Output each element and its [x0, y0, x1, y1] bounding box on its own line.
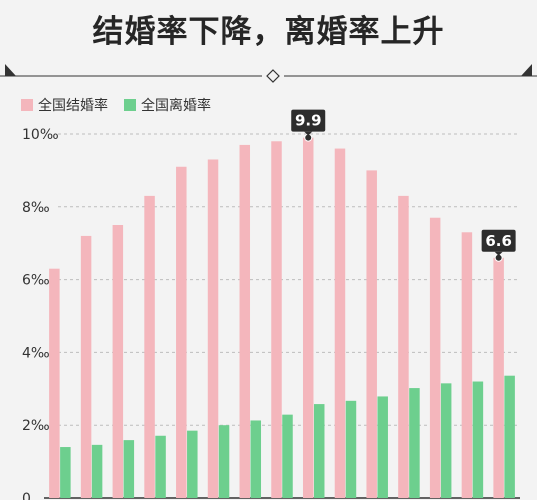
y-tick-label: 8‰	[22, 200, 50, 216]
bar-divorce-rate	[282, 414, 293, 498]
y-tick-label: 4‰	[22, 345, 50, 361]
bar-divorce-rate	[409, 388, 420, 498]
bar-marriage-rate	[366, 170, 377, 498]
bar-divorce-rate	[345, 400, 357, 498]
bar-marriage-rate	[398, 195, 409, 498]
legend-label-divorce: 全国离婚率	[141, 98, 211, 114]
bar-divorce-rate	[440, 383, 452, 498]
legend-item-marriage: 全国结婚率	[21, 95, 108, 115]
bar-marriage-rate	[461, 232, 473, 498]
bar-divorce-rate	[504, 375, 515, 498]
bar-marriage-rate	[49, 268, 60, 498]
y-tick-label: 10‰	[22, 127, 59, 143]
bar-divorce-rate	[377, 396, 388, 498]
callout-pointer	[304, 131, 313, 136]
legend-label-marriage: 全国结婚率	[38, 98, 108, 114]
callout-pointer	[494, 251, 503, 256]
bar-divorce-rate	[123, 440, 135, 498]
y-tick-label: 0	[22, 491, 31, 500]
corner-mark-left-icon	[5, 64, 16, 76]
y-tick-label: 6‰	[22, 273, 50, 289]
data-label: 6.6	[485, 232, 512, 250]
bar-divorce-rate	[91, 444, 103, 498]
bar-divorce-rate	[187, 430, 198, 498]
callout-box	[291, 109, 326, 132]
bar-marriage-rate	[112, 225, 124, 498]
bar-marriage-rate	[334, 148, 346, 498]
bar-marriage-rate	[271, 141, 282, 498]
bar-marriage-rate	[239, 144, 251, 499]
bar-marriage-rate	[207, 159, 219, 499]
data-label: 9.9	[295, 112, 322, 130]
bar-marriage-rate	[302, 137, 314, 498]
legend-item-divorce: 全国离婚率	[124, 95, 211, 115]
bar-divorce-rate	[60, 447, 71, 498]
bar-marriage-rate	[176, 166, 187, 498]
bar-marriage-rate	[144, 195, 155, 498]
legend-swatch-divorce	[124, 99, 136, 111]
corner-mark-right-icon	[521, 64, 532, 76]
legend-swatch-marriage	[21, 99, 33, 111]
bar-marriage-rate	[80, 235, 92, 499]
legend: 全国结婚率 全国离婚率	[21, 95, 227, 115]
bar-divorce-rate	[250, 420, 262, 498]
chart-title: 结婚率下降，离婚率上升	[92, 14, 445, 50]
bar-divorce-rate	[155, 435, 166, 498]
y-tick-label: 2‰	[22, 418, 50, 434]
bar-divorce-rate	[472, 381, 484, 498]
divider-diamond-icon	[266, 69, 280, 83]
bar-divorce-rate	[218, 425, 230, 498]
bar-marriage-rate	[429, 217, 441, 498]
bar-divorce-rate	[313, 404, 325, 498]
callout-box	[481, 229, 516, 252]
bar-marriage-rate	[493, 257, 504, 498]
